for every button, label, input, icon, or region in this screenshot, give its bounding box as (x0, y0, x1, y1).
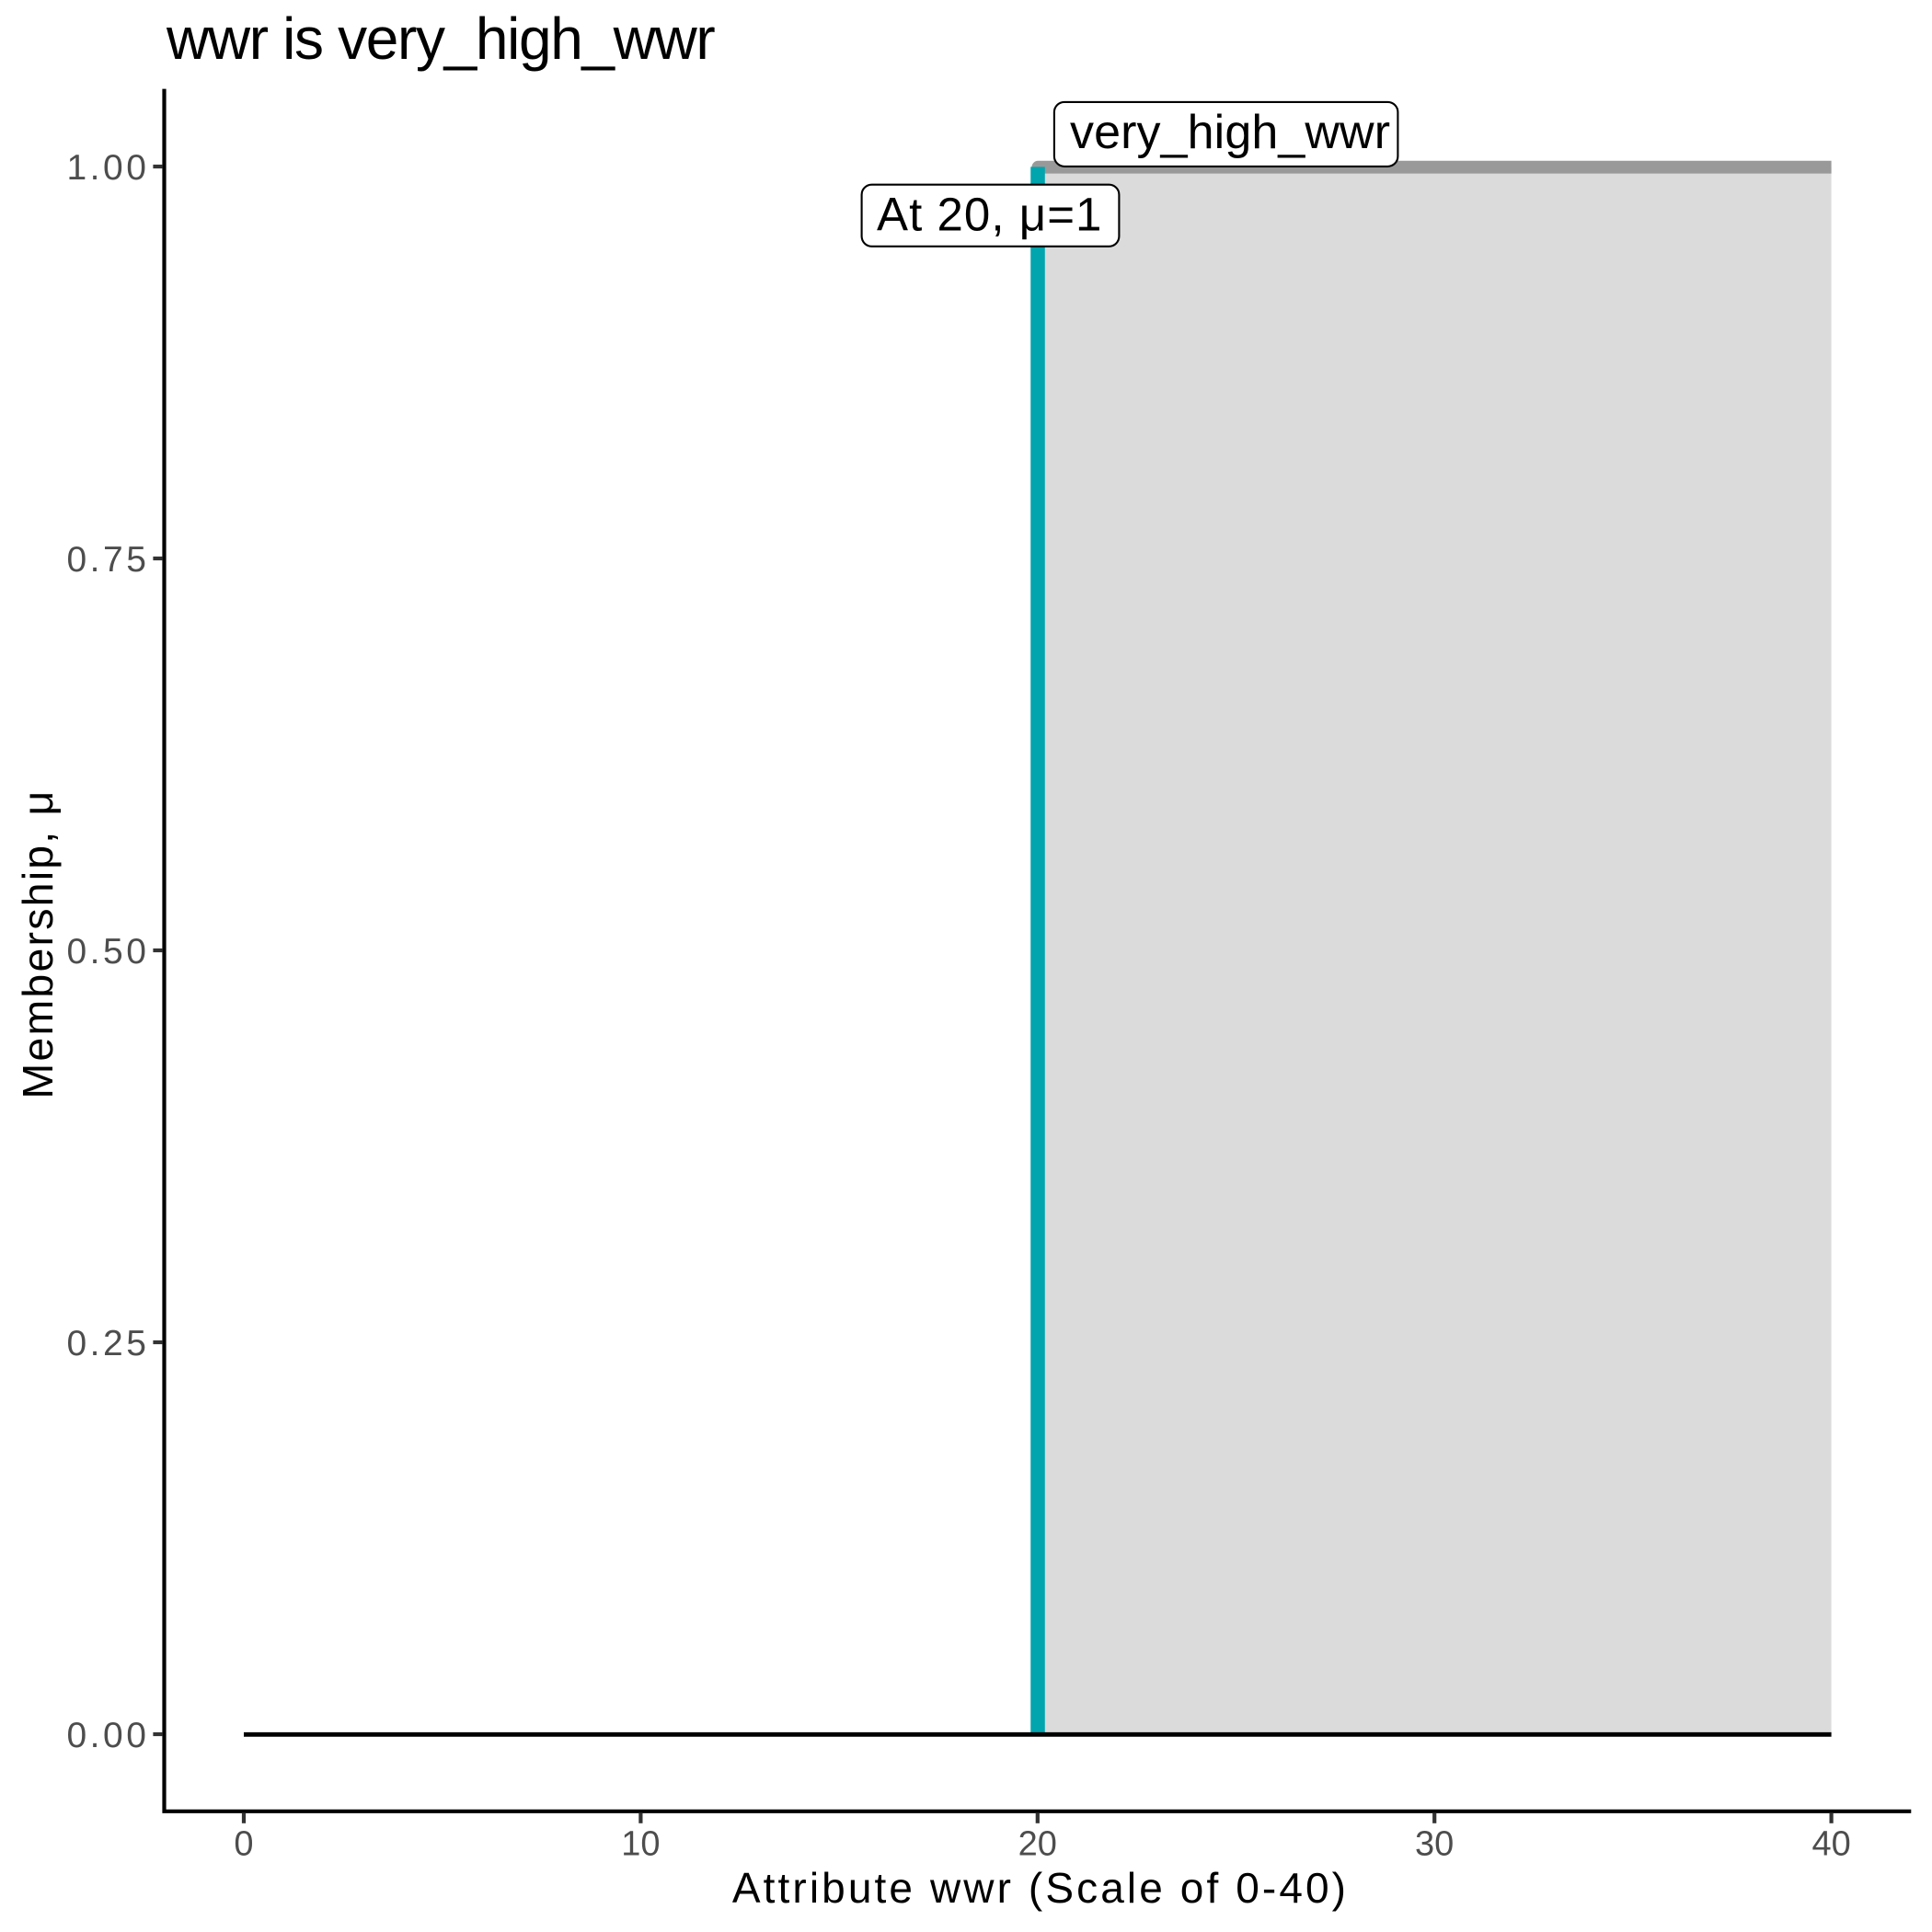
svg-text:20: 20 (1018, 1825, 1057, 1864)
svg-text:1.00: 1.00 (66, 148, 149, 188)
svg-text:10: 10 (621, 1825, 660, 1864)
svg-text:0.00: 0.00 (66, 1716, 149, 1755)
svg-text:wwr is very_high_wwr: wwr is very_high_wwr (166, 6, 715, 72)
svg-text:30: 30 (1415, 1825, 1454, 1864)
svg-text:0.25: 0.25 (66, 1324, 149, 1363)
svg-text:very_high_wwr: very_high_wwr (1070, 106, 1390, 159)
svg-text:0.75: 0.75 (66, 540, 149, 580)
svg-text:Attribute wwr (Scale of 0-40): Attribute wwr (Scale of 0-40) (732, 1864, 1349, 1912)
svg-text:Membership, μ: Membership, μ (14, 788, 62, 1098)
svg-text:0.50: 0.50 (66, 932, 149, 972)
svg-text:40: 40 (1811, 1825, 1850, 1864)
svg-text:At 20, μ=1: At 20, μ=1 (877, 189, 1102, 241)
svg-text:0: 0 (234, 1825, 253, 1864)
